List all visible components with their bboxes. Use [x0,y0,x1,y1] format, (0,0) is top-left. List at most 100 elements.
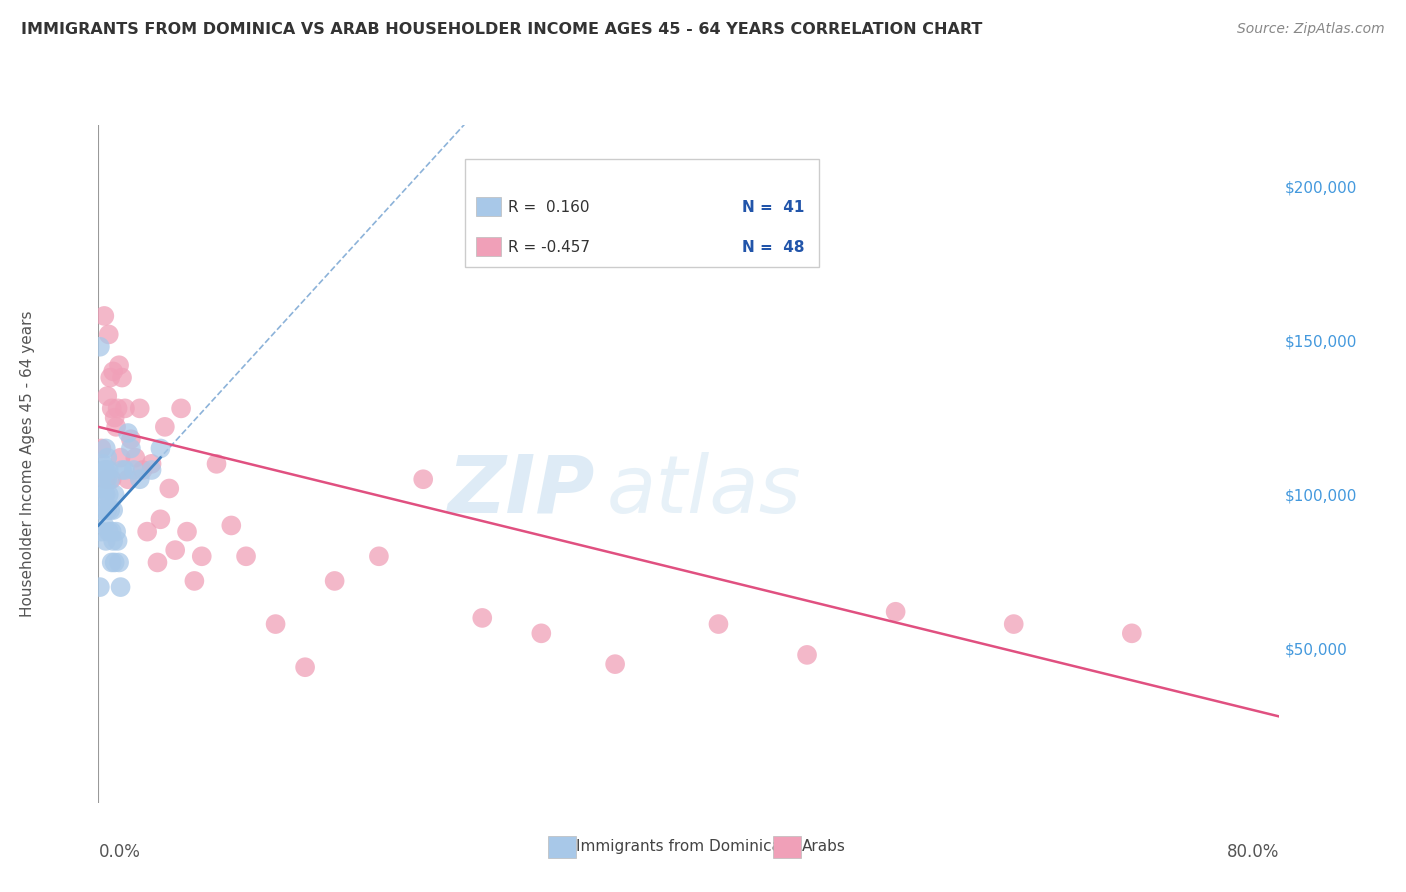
Point [103,364,125,378]
Point [108,358,131,372]
Point [122,463,145,477]
Point [91,482,114,496]
Text: N =  48: N = 48 [742,240,804,255]
Point [141,457,163,471]
Point [110,450,132,465]
Point [176,524,198,539]
Point [105,420,128,434]
Point [97,488,120,502]
Point [94,533,117,548]
Point [90,503,112,517]
Text: N =  41: N = 41 [742,201,804,215]
Point [104,556,127,570]
Point [98,472,121,486]
Point [1002,617,1025,632]
Point [107,533,129,548]
Text: atlas: atlas [606,452,801,530]
Text: 80.0%: 80.0% [1227,844,1279,862]
Point [98,370,121,384]
Point [100,401,122,416]
Point [108,556,131,570]
Point [235,549,257,564]
Text: Immigrants from Dominica: Immigrants from Dominica [576,839,782,854]
Point [103,503,125,517]
Point [368,549,391,564]
Point [120,442,142,456]
Point [98,503,121,517]
Text: IMMIGRANTS FROM DOMINICA VS ARAB HOUSEHOLDER INCOME AGES 45 - 64 YEARS CORRELATI: IMMIGRANTS FROM DOMINICA VS ARAB HOUSEHO… [21,22,983,37]
Point [89,340,111,354]
Point [471,611,494,625]
Point [157,482,180,496]
Point [97,463,120,477]
Point [153,420,176,434]
Point [90,524,112,539]
Point [96,450,118,465]
Text: Source: ZipAtlas.com: Source: ZipAtlas.com [1237,22,1385,37]
Point [205,457,228,471]
Point [294,660,316,674]
Point [128,472,150,486]
Point [100,524,122,539]
Point [136,524,159,539]
Point [93,488,115,502]
Point [94,488,117,502]
Point [100,472,122,486]
Point [111,370,134,384]
Point [104,488,127,502]
Point [191,549,214,564]
Point [111,463,134,477]
Point [605,657,627,672]
Point [114,401,136,416]
Point [97,524,120,539]
Point [94,472,117,486]
Point [91,503,114,517]
Point [90,442,112,456]
Point [124,450,146,465]
Point [94,463,117,477]
Point [219,518,242,533]
Point [141,463,163,477]
Point [114,463,136,477]
Text: 0.0%: 0.0% [98,844,141,862]
Point [107,401,129,416]
Point [100,556,122,570]
Point [530,626,553,640]
Point [264,617,287,632]
Point [796,648,818,662]
Point [103,533,125,548]
Point [97,327,120,342]
Point [146,556,169,570]
Text: Householder Income Ages 45 - 64 years: Householder Income Ages 45 - 64 years [20,310,35,617]
Point [412,472,434,486]
Text: R = -0.457: R = -0.457 [508,240,591,255]
Point [96,503,118,517]
Point [149,512,172,526]
Point [117,425,139,440]
Point [183,574,205,588]
Point [149,442,172,456]
Text: ZIP: ZIP [447,452,595,530]
Point [170,401,193,416]
Point [90,472,112,486]
Point [104,410,127,425]
Text: R =  0.160: R = 0.160 [508,201,589,215]
Point [96,472,118,486]
Point [91,457,114,471]
Point [1121,626,1143,640]
Point [96,389,118,403]
Point [93,309,115,323]
Point [120,432,142,446]
Point [707,617,730,632]
Point [117,472,139,486]
Point [89,580,111,594]
Point [323,574,346,588]
Point [93,518,115,533]
Point [110,580,132,594]
Point [132,463,155,477]
Point [165,543,187,558]
Point [94,442,117,456]
Point [93,463,115,477]
Text: Arabs: Arabs [801,839,845,854]
Point [105,524,128,539]
